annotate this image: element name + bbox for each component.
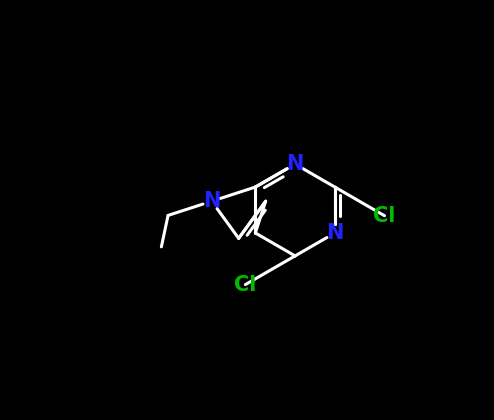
Text: N: N [203,191,220,211]
Text: Cl: Cl [373,206,396,226]
Text: Cl: Cl [234,275,256,294]
Text: N: N [287,154,304,174]
Text: N: N [326,223,343,243]
